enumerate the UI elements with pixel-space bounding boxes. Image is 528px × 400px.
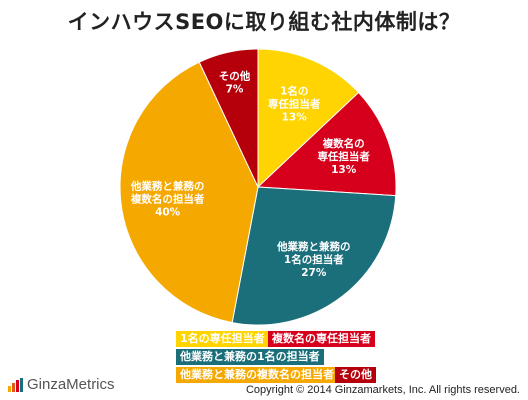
legend-item-4: 他業務と兼務の複数名の担当者: [176, 367, 338, 383]
logo-text: GinzaMetrics: [27, 376, 115, 393]
pie-slice-2: [256, 91, 397, 197]
legend-item-5: その他: [335, 367, 376, 383]
slice-label-4: 他業務と兼務の複数名の担当者 40%: [130, 179, 205, 218]
legend-item-2: 複数名の専任担当者: [268, 331, 375, 347]
pie-slice-1: [257, 48, 360, 189]
slice-label-3: 他業務と兼務の 1名の担当者 27%: [276, 240, 351, 279]
pie-slice-4: [119, 61, 259, 324]
slice-label-2: 複数名の専任担当者 13%: [317, 137, 370, 176]
legend-item-1: 1名の専任担当者: [176, 331, 269, 347]
pie-slice-5: [198, 48, 259, 188]
chart-title: インハウスSEOに取り組む社内体制は？: [67, 10, 461, 34]
slice-label-5: その他 7%: [219, 69, 251, 95]
bar-chart-logo-icon: [8, 378, 23, 392]
slice-label-1: 1名の専任担当者 13%: [268, 84, 321, 123]
ginzametrics-logo: GinzaMetrics: [8, 376, 115, 393]
copyright-notice: Copyright © 2014 Ginzamarkets, Inc. All …: [245, 384, 520, 396]
pie-slice-3: [231, 186, 397, 326]
legend-item-3: 他業務と兼務の1名の担当者: [176, 349, 324, 365]
